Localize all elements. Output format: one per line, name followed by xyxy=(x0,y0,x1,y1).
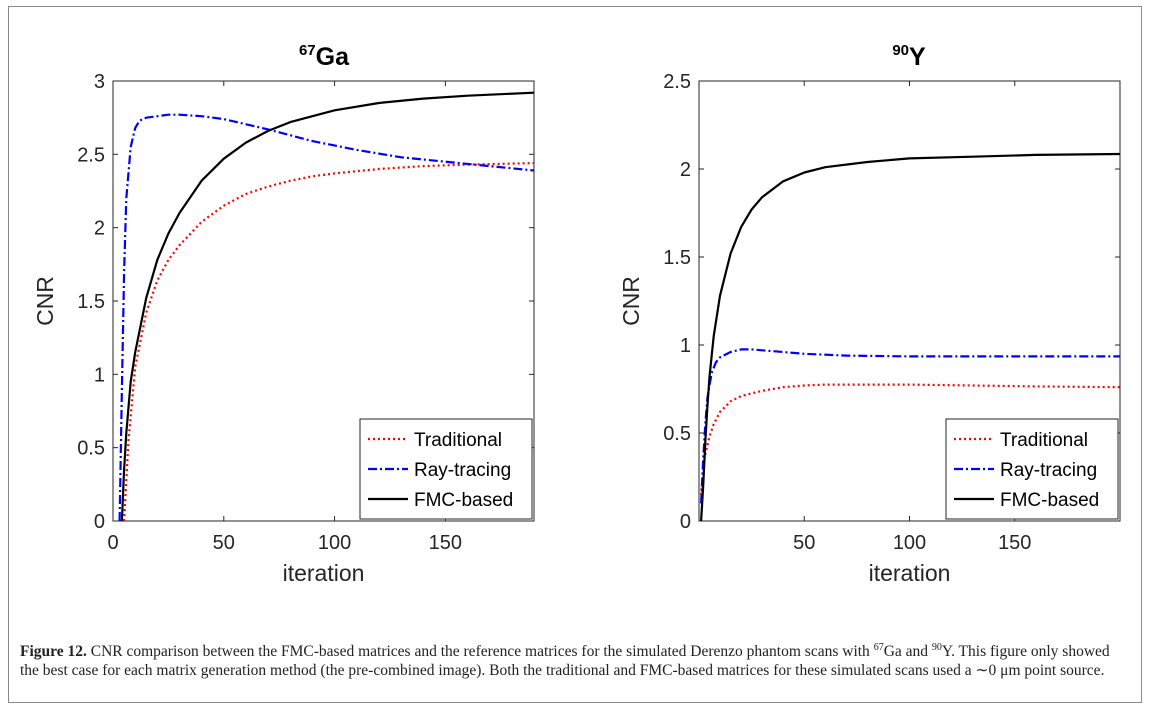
legend-label: Traditional xyxy=(1000,430,1088,451)
y-tick-label: 2 xyxy=(94,218,105,240)
caption-label: Figure 12. xyxy=(20,643,87,661)
x-tick-label: 100 xyxy=(318,532,351,554)
y-tick-label: 1 xyxy=(94,364,105,386)
chart-2: 90Y 0 0.5 1 1.5 2 2.5 50 100 150 iteration CNR Tradi… xyxy=(618,42,1121,586)
legend: Traditional Ray-tracing FMC-based xyxy=(945,418,1119,520)
series-line-fmc-based xyxy=(120,91,534,521)
x-axis-label: iteration xyxy=(283,560,365,586)
x-tick-label: 100 xyxy=(893,532,926,554)
y-tick-label: 0 xyxy=(94,511,105,533)
y-tick-label: 3 xyxy=(94,71,105,93)
caption-with: with xyxy=(842,643,874,661)
y-tick-label: 0.5 xyxy=(663,423,691,445)
caption-rest: Y. This figure only showed the best case… xyxy=(20,643,1110,680)
y-tick-label: 0 xyxy=(680,511,691,533)
legend-label: FMC-based xyxy=(1000,490,1099,511)
figure-frame: 67Ga 0 0.5 1 1.5 2 2.5 3 0 50 100 150 iteration CNR Tr… xyxy=(8,6,1142,703)
y-tick-label: 2.5 xyxy=(663,71,691,93)
y-tick-label: 1.5 xyxy=(663,247,691,269)
y-tick-label: 1 xyxy=(680,335,691,357)
x-tick-label: 50 xyxy=(793,532,815,554)
figure-caption: Figure 12. CNR comparison between the FM… xyxy=(20,638,1130,680)
y-tick-label: 2 xyxy=(680,159,691,181)
chart-1: 67Ga 0 0.5 1 1.5 2 2.5 3 0 50 100 150 iteration CNR Tr… xyxy=(32,42,535,586)
chart-title: 90Y xyxy=(892,42,926,71)
caption-text-1: CNR comparison between the FMC-based mat… xyxy=(86,643,839,661)
legend-label: Ray-tracing xyxy=(414,460,511,481)
y-tick-label: 0.5 xyxy=(77,438,105,460)
x-tick-label: 0 xyxy=(107,532,118,554)
caption-sup-ga: 67 xyxy=(873,642,884,653)
series-line-ray-tracing xyxy=(700,348,1120,504)
chart-title-superscript: 67 xyxy=(299,42,316,59)
legend: Traditional Ray-tracing FMC-based xyxy=(359,418,533,520)
caption-sup-y: 90 xyxy=(931,642,942,653)
x-axis-label: iteration xyxy=(869,560,951,586)
x-tick-label: 150 xyxy=(998,532,1031,554)
chart-title-superscript: 90 xyxy=(892,42,909,59)
chart-title: 67Ga xyxy=(299,42,350,71)
y-tick-label: 2.5 xyxy=(77,144,105,166)
y-axis-label: CNR xyxy=(32,276,58,326)
x-tick-label: 150 xyxy=(429,532,462,554)
chart-title-text: Ga xyxy=(316,43,350,71)
y-axis-label: CNR xyxy=(618,276,644,326)
series-line-fmc-based xyxy=(700,152,1120,521)
y-tick-label: 1.5 xyxy=(77,291,105,313)
series-line-traditional xyxy=(123,162,534,521)
chart-title-text: Y xyxy=(909,43,926,71)
legend-label: Ray-tracing xyxy=(1000,460,1097,481)
x-tick-label: 50 xyxy=(213,532,235,554)
legend-label: Traditional xyxy=(414,430,502,451)
legend-label: FMC-based xyxy=(414,490,513,511)
series-line-ray-tracing xyxy=(118,113,534,521)
caption-ga: Ga and xyxy=(883,643,932,661)
